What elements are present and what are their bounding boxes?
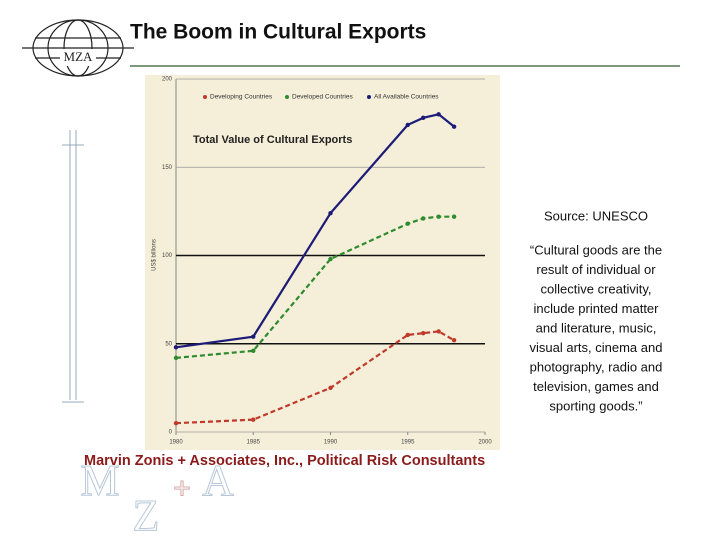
point	[251, 334, 256, 339]
footer: Marvin Zonis + Associates, Inc., Politic…	[84, 453, 485, 469]
footer-logo-letter: A	[202, 456, 234, 505]
footer-logo: MZA +	[80, 456, 235, 541]
quote-line: “Cultural goods are the	[530, 242, 662, 257]
side-bracket	[62, 130, 84, 403]
y-tick-label: 50	[165, 341, 172, 347]
point	[173, 420, 179, 426]
quote-line: result of individual or	[536, 262, 656, 277]
x-tick-label: 2000	[478, 440, 492, 446]
source: Source: UNESCO	[544, 208, 648, 223]
point	[405, 122, 410, 128]
point	[173, 345, 179, 350]
x-tick-label: 1985	[247, 440, 261, 446]
point	[328, 256, 333, 262]
point	[421, 115, 426, 121]
point	[451, 338, 457, 343]
y-tick-label: 150	[162, 165, 173, 171]
slide-title: The Boom in Cultural Exports	[130, 21, 426, 44]
footer-logo-letter: Z	[133, 491, 160, 540]
y-tick-label: 100	[162, 253, 173, 259]
x-tick-label: 1995	[401, 440, 415, 446]
quote-line: collective creativity,	[540, 281, 651, 296]
point	[405, 221, 410, 226]
quote-line: and literature, music,	[536, 320, 657, 335]
point	[436, 112, 441, 117]
point	[251, 348, 256, 354]
quote-line: visual arts, cinema and	[530, 340, 663, 355]
logo-box	[60, 49, 96, 66]
footer-logo-letter: M	[80, 456, 119, 505]
legend-label: Developing Countries	[210, 94, 273, 101]
legend-label: Developed Countries	[292, 94, 353, 101]
quote-line: television, games and	[533, 379, 659, 394]
point	[436, 329, 441, 334]
point	[328, 210, 333, 216]
quote: “Cultural goods are the result of individ…	[530, 242, 663, 413]
legend-label: All Available Countries	[374, 94, 439, 101]
logo-text: MZA	[64, 49, 94, 64]
point	[421, 330, 426, 336]
footer-logo-plus: +	[173, 472, 191, 505]
quote-line: include printed matter	[533, 301, 659, 316]
legend-marker	[367, 95, 371, 99]
point	[405, 332, 410, 338]
x-tick-label: 1980	[169, 440, 183, 446]
legend-marker	[203, 95, 207, 99]
y-tick-label: 200	[162, 77, 173, 83]
point	[251, 417, 256, 422]
chart: 0 50 100 150 200 1980 1985 1990 1995 2000 US$ bill…	[152, 77, 493, 446]
point	[436, 214, 441, 219]
y-axis-label: US$ billions	[152, 239, 158, 271]
chart-background	[145, 75, 500, 450]
point	[421, 216, 426, 221]
legend-marker	[285, 95, 289, 99]
x-tick-label: 1990	[324, 440, 338, 446]
chart-title: Total Value of Cultural Exports	[193, 134, 352, 146]
point	[451, 124, 457, 129]
quote-line: sporting goods.”	[549, 398, 642, 413]
point	[173, 355, 179, 361]
y-tick-label: 0	[169, 430, 173, 436]
point	[451, 214, 457, 219]
quote-line: photography, radio and	[530, 359, 663, 374]
point	[328, 385, 333, 391]
